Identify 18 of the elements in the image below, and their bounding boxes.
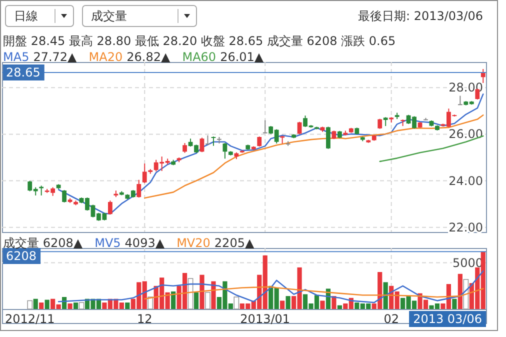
y-tick-label: 22.00 (448, 220, 483, 234)
x-tick-label: 12 (136, 312, 152, 326)
x-tick-label: 2013/01 (240, 312, 290, 326)
legend: MA5 27.72▲ MA20 26.82▲ MA60 26.01▲ (3, 50, 264, 64)
y-tick-label: 26.00 (448, 127, 483, 142)
x-tick-label: 2012/11 (4, 312, 55, 326)
chart-subtitle: 最後日期: 2013/03/06 (358, 9, 483, 23)
dropdown: 日線 (5, 5, 74, 27)
cursor-date: 2013 03/06 (409, 311, 486, 327)
x-tick-label: 02 (384, 312, 399, 326)
y-tick-label: 28.00 (448, 80, 483, 95)
y-tick-label: 24.00 (448, 174, 483, 188)
ref-line-label: 6208 (6, 249, 37, 263)
legend: 成交量 6208▲ MV5 4093▲ MV20 2205▲ (3, 236, 254, 250)
ref-line-label: 28.65 (6, 65, 40, 80)
text: 開盤 28.45 最高 28.80 最低 28.20 收盤 28.65 成交量 6208 漲跌 0.65 (3, 34, 396, 48)
ref-line: 28.65 (2, 64, 486, 80)
dropdown: 成交量 (82, 5, 197, 27)
